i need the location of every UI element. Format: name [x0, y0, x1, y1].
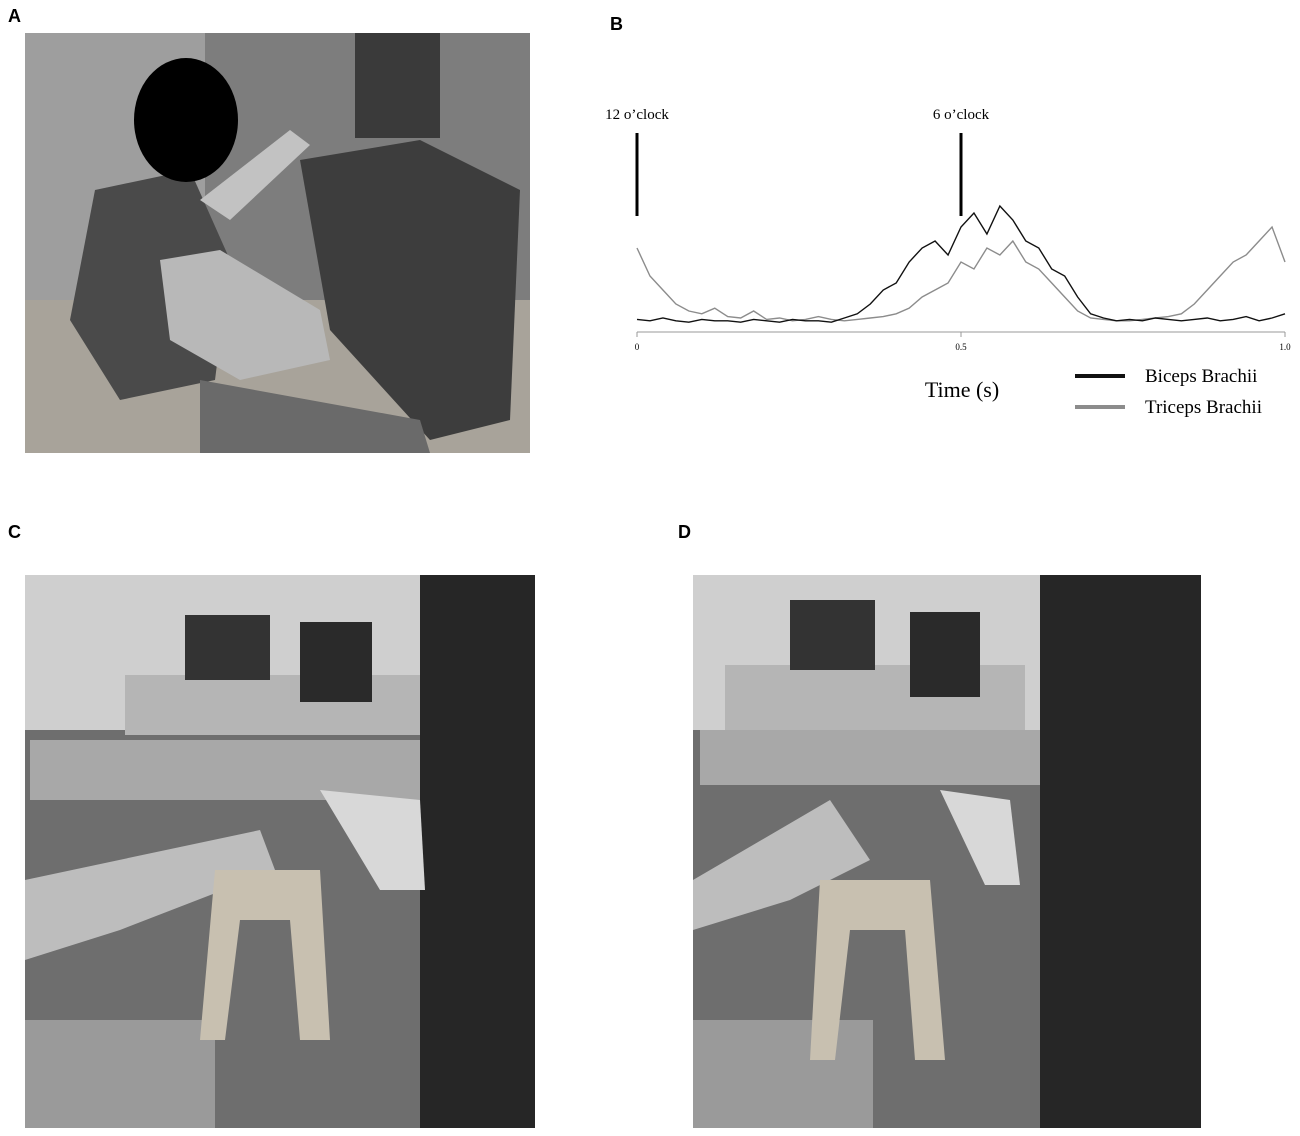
- annotation: 12 o’clock: [605, 107, 669, 123]
- panel-label: D: [678, 522, 691, 542]
- photo-a: [25, 33, 530, 453]
- x-axis-label: Time (s): [925, 377, 999, 402]
- legend-label: Triceps Brachii: [1145, 397, 1262, 418]
- x-tick-label: 1.0: [1279, 342, 1291, 352]
- series-line: [636, 204, 1286, 323]
- annotation: 6 o’clock: [933, 107, 990, 123]
- panel-label: C: [8, 522, 21, 542]
- series-line: [636, 225, 1286, 322]
- photo-d: [693, 575, 1201, 1128]
- x-tick-label: 0.5: [955, 342, 967, 352]
- panel-label: A: [8, 6, 21, 26]
- photo-c: [25, 575, 535, 1128]
- legend-label: Biceps Brachii: [1145, 366, 1257, 387]
- x-tick-label: 0: [635, 342, 640, 352]
- panel-label: B: [610, 14, 623, 34]
